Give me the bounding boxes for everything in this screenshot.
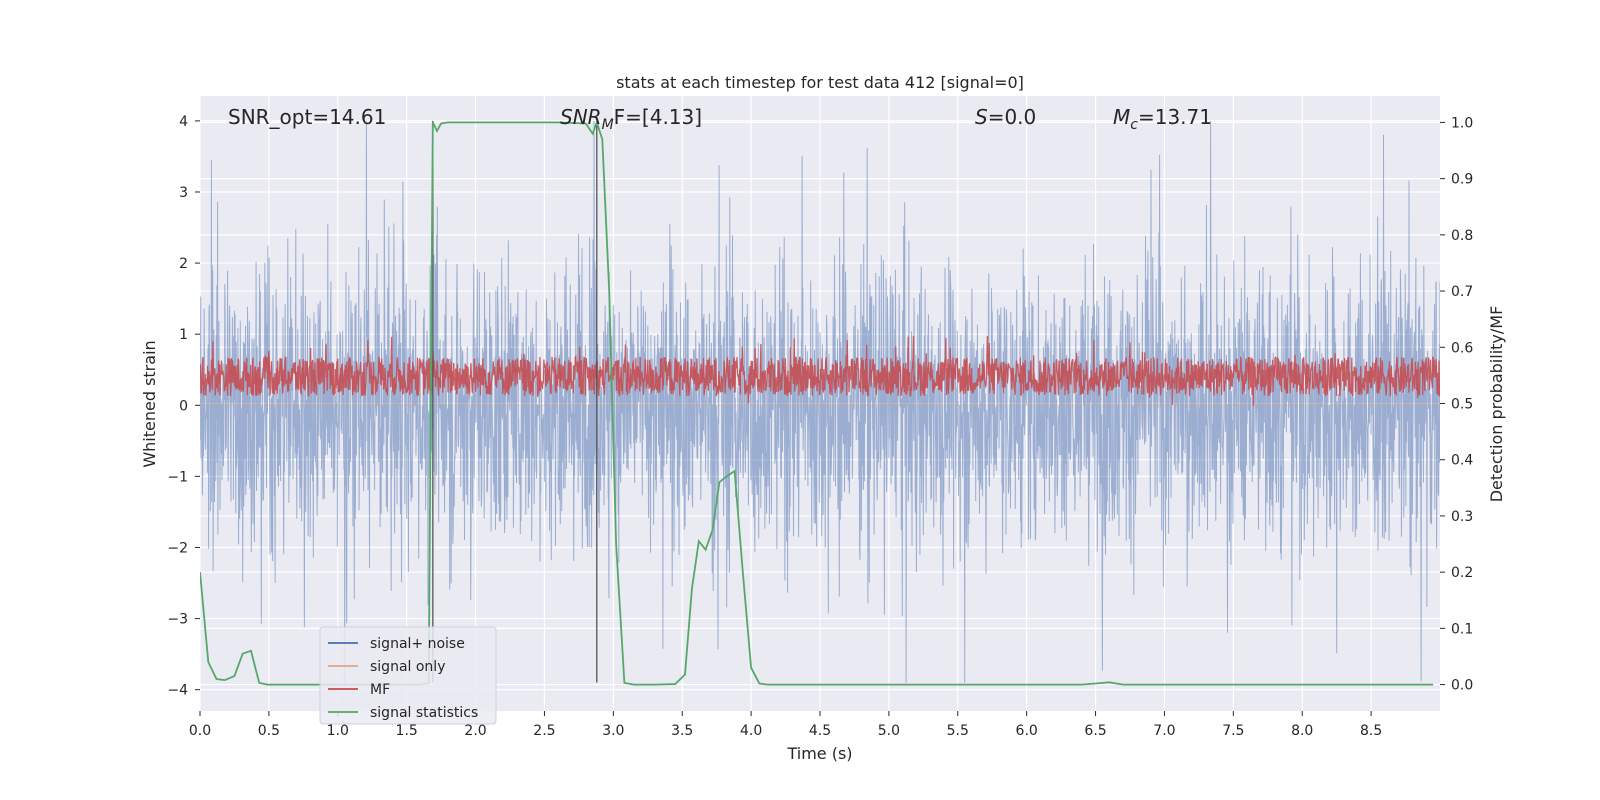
y2-tick-label: 1.0 [1451, 115, 1473, 131]
y2-tick-label: 0.1 [1451, 621, 1473, 637]
legend-box [319, 626, 497, 725]
y-tick-label: 3 [179, 185, 188, 201]
y-tick-label: −4 [167, 683, 188, 699]
x-tick-label: 8.0 [1291, 723, 1313, 739]
y2-tick-label: 0.9 [1451, 172, 1473, 188]
annotation-s: S=0.0 [975, 105, 1036, 129]
y2-tick-label: 0.2 [1451, 565, 1473, 581]
y-tick-label: 0 [179, 398, 188, 414]
annotations: SNR_opt=14.61 SNRMF=[4.13] S=0.0 Mc=13.7… [228, 105, 1212, 133]
legend-label: signal+ noise [370, 636, 465, 652]
y-axis-ticks: −4 −3 −2 −1 0 1 2 3 4 [167, 114, 200, 699]
plot-area [200, 119, 1440, 686]
annotation-snr-mf-rest: F=[4.13] [614, 105, 702, 129]
legend-label: MF [370, 682, 390, 698]
legend: signal+ noise signal only MF signal statist… [319, 626, 497, 725]
x-tick-label: 0.0 [189, 723, 211, 739]
series-mf [200, 335, 1440, 406]
annotation-snr-opt: SNR_opt=14.61 [228, 105, 386, 129]
y-tick-label: −1 [167, 469, 188, 485]
y2-tick-label: 0.7 [1451, 284, 1473, 300]
series-signal-noise [200, 120, 1440, 683]
y2-axis-label: Detection probability/MF [1487, 306, 1506, 503]
y2-tick-label: 0.3 [1451, 509, 1473, 525]
x-tick-label: 1.0 [327, 723, 349, 739]
series-signal-statistics [200, 119, 1434, 686]
legend-label: signal only [370, 659, 445, 675]
x-tick-label: 8.5 [1360, 723, 1382, 739]
y2-tick-label: 0.4 [1451, 453, 1473, 469]
x-tick-label: 2.5 [533, 723, 555, 739]
x-tick-label: 5.5 [947, 723, 969, 739]
y-tick-label: 1 [179, 327, 188, 343]
x-tick-label: 2.0 [464, 723, 486, 739]
x-tick-label: 3.0 [602, 723, 624, 739]
annotation-mc-sub: c [1130, 117, 1138, 133]
annotation-mc: Mc=13.71 [1113, 105, 1212, 133]
x-tick-label: 0.5 [258, 723, 280, 739]
y2-tick-label: 0.5 [1451, 397, 1473, 413]
x-tick-label: 6.5 [1084, 723, 1106, 739]
x-tick-label: 7.5 [1222, 723, 1244, 739]
annotation-mc-rest: =13.71 [1138, 105, 1212, 129]
signal-statistics-line [200, 119, 1434, 686]
x-tick-label: 4.5 [809, 723, 831, 739]
y-tick-label: −2 [167, 540, 188, 556]
annotation-snr-mf-main: SNR [560, 105, 602, 129]
mf-line [200, 335, 1440, 406]
y2-tick-label: 0.0 [1451, 678, 1473, 694]
x-tick-label: 7.0 [1153, 723, 1175, 739]
signal-noise-line [200, 120, 1440, 683]
y-tick-label: −3 [167, 612, 188, 628]
y-axis-label: Whitened strain [140, 340, 159, 467]
x-tick-label: 3.5 [671, 723, 693, 739]
y2-tick-label: 0.8 [1451, 228, 1473, 244]
x-axis-label: Time (s) [786, 744, 852, 763]
y-tick-label: 2 [179, 256, 188, 272]
x-axis-ticks: 0.0 0.5 1.0 1.5 2.0 2.5 3.0 3.5 4.0 4.5 5.0 5.5 6.0 6… [189, 711, 1382, 739]
x-tick-label: 1.5 [396, 723, 418, 739]
y2-axis-ticks: 0.0 0.1 0.2 0.3 0.4 0.5 0.6 0.7 0.8 0.9 1.0 [1440, 115, 1473, 694]
annotation-mc-main: M [1113, 105, 1130, 129]
annotation-snr-mf: SNRMF=[4.13] [560, 105, 702, 133]
annotation-snr-mf-sub: M [602, 117, 614, 133]
chart-title: stats at each timestep for test data 412… [616, 73, 1024, 92]
x-tick-label: 4.0 [740, 723, 762, 739]
annotation-s-main: S [975, 105, 988, 129]
legend-label: signal statistics [370, 705, 478, 721]
y2-tick-label: 0.6 [1451, 340, 1473, 356]
x-tick-label: 5.0 [878, 723, 900, 739]
x-tick-label: 6.0 [1016, 723, 1038, 739]
annotation-s-rest: =0.0 [988, 105, 1037, 129]
y-tick-label: 4 [179, 114, 188, 130]
